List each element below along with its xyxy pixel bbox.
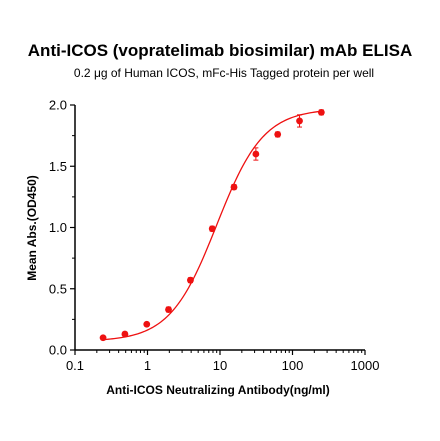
data-point [317,108,325,116]
x-tick-label: 0.1 [66,358,84,373]
data-point [121,330,129,338]
y-axis-label: Mean Abs.(OD450) [25,175,39,281]
fit-curve [103,110,322,341]
fit-curve-group [103,110,322,341]
data-points [99,108,325,342]
chart-subtitle: 0.2 μg of Human ICOS, mFc-His Tagged pro… [73,66,375,80]
x-tick-label: 100 [282,358,304,373]
chart-title: Anti-ICOS (vopratelimab biosimilar) mAb … [27,41,413,60]
data-point [187,276,194,284]
data-point [274,131,282,138]
y-tick-label: 0.5 [49,281,67,296]
data-point [230,183,238,191]
data-point [99,334,107,342]
data-point [296,117,303,125]
data-point [143,320,151,328]
data-point [165,306,172,313]
y-tick-label: 0.0 [49,343,67,358]
x-axis-label: Anti-ICOS Neutralizing Antibody(ng/ml) [106,383,330,397]
y-tick-label: 1.0 [49,220,67,235]
x-tick-label: 10 [213,358,227,373]
data-point [252,150,260,158]
y-tick-label: 1.5 [49,159,67,174]
data-point [208,225,216,233]
x-tick-label: 1 [144,358,151,373]
x-tick-label: 1000 [351,358,380,373]
y-tick-label: 2.0 [49,98,67,113]
axes: 0.1 1 10 100 1000 0.0 0.5 1.0 1.5 2.0 [49,98,380,374]
